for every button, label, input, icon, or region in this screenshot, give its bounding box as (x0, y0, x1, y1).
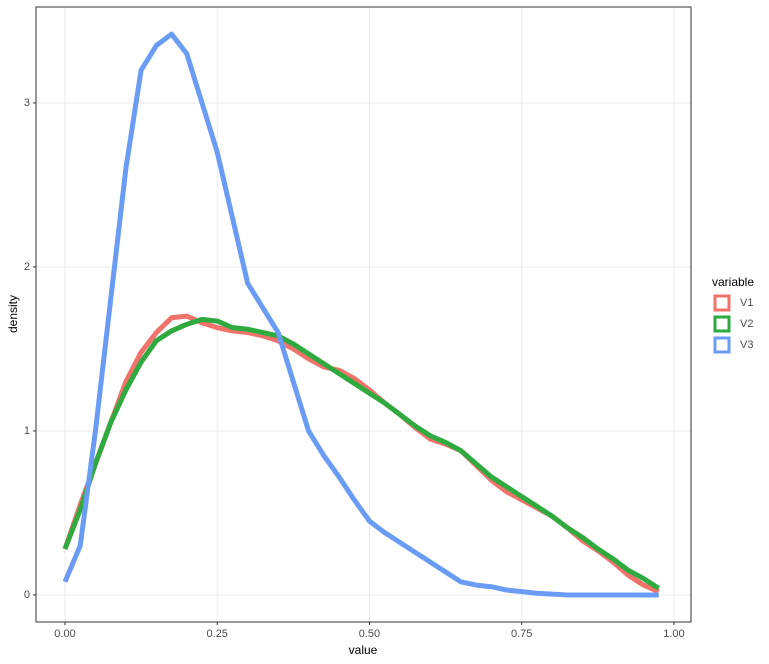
y-axis-label: density (6, 295, 20, 333)
y-tick-label: 3 (24, 97, 30, 109)
legend-key (713, 294, 731, 312)
density-line (62, 31, 659, 598)
legend-title: variable (712, 275, 754, 289)
plot-border (35, 6, 692, 623)
x-tick-label: 1.00 (663, 628, 684, 640)
legend-label: V2 (740, 318, 753, 330)
x-tick-label: 0.75 (511, 628, 532, 640)
legend-key (713, 315, 731, 333)
x-tick-label: 0.50 (359, 628, 380, 640)
density-line (62, 313, 660, 594)
legend-label: V3 (740, 339, 753, 351)
y-tick-label: 0 (24, 589, 30, 601)
x-axis-label: value (349, 643, 378, 657)
x-tick-label: 0.25 (207, 628, 228, 640)
legend-key (713, 336, 731, 354)
x-tick-label: 0.00 (54, 628, 75, 640)
y-tick-label: 2 (24, 261, 30, 273)
y-tick-label: 1 (24, 425, 30, 437)
density-line (62, 316, 661, 591)
legend-label: V1 (740, 297, 753, 309)
